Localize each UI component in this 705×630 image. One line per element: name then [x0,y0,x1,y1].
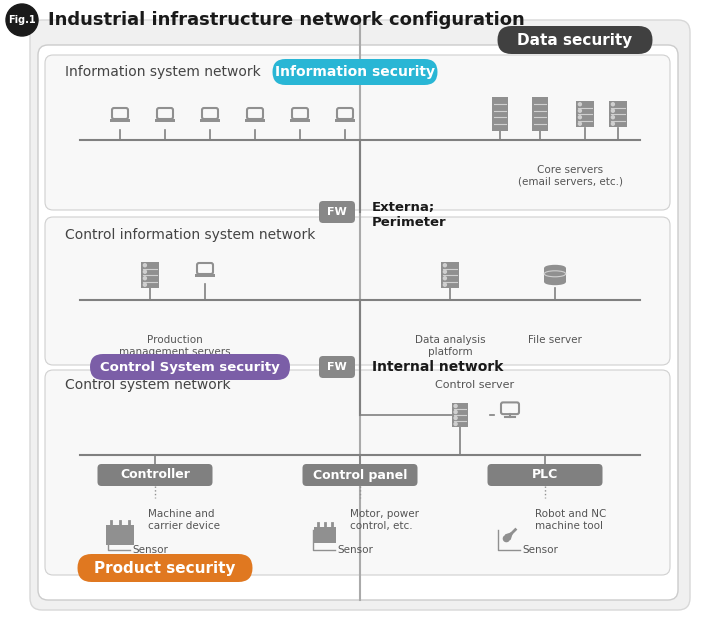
Text: Data security: Data security [517,33,632,47]
Circle shape [143,270,147,273]
Ellipse shape [544,279,566,285]
Text: Control panel: Control panel [313,469,407,481]
Text: Controller: Controller [120,469,190,481]
Text: Sensor: Sensor [337,545,373,555]
Text: Internal network: Internal network [372,360,503,374]
Bar [491,97,508,131]
Text: Fig.1: Fig.1 [8,15,36,25]
Bar [335,120,355,122]
FancyBboxPatch shape [38,45,678,600]
Bar [290,120,310,122]
Bar [314,527,336,542]
Bar [576,101,594,127]
Circle shape [611,122,614,125]
Bar [141,262,159,288]
Text: Core servers
(email servers, etc.): Core servers (email servers, etc.) [517,165,623,186]
Bar [200,120,220,122]
Circle shape [454,423,457,425]
Text: Information security: Information security [275,65,435,79]
Text: Control System security: Control System security [100,360,280,374]
Circle shape [578,116,582,118]
Text: File server: File server [528,335,582,345]
Circle shape [443,264,446,266]
Circle shape [578,103,582,106]
Text: FW: FW [327,207,347,217]
Text: Motor, power
control, etc.: Motor, power control, etc. [350,509,419,531]
Circle shape [611,103,614,106]
Text: PLC: PLC [532,469,558,481]
Text: Control system network: Control system network [65,378,231,392]
Bar [532,97,548,131]
Bar [106,525,134,545]
Circle shape [143,264,147,266]
FancyBboxPatch shape [78,554,252,582]
Circle shape [143,284,147,286]
Bar [452,403,468,427]
Text: Data analysis
platform: Data analysis platform [415,335,485,357]
Text: Externa;
Perimeter: Externa; Perimeter [372,201,447,229]
Text: Product security: Product security [94,561,235,575]
Circle shape [611,116,614,118]
Circle shape [454,416,457,420]
Circle shape [454,411,457,413]
Text: Robot and NC
machine tool: Robot and NC machine tool [535,509,606,531]
FancyBboxPatch shape [273,59,438,85]
Circle shape [6,4,38,36]
FancyBboxPatch shape [30,20,690,610]
Text: Control information system network: Control information system network [65,228,315,242]
FancyBboxPatch shape [319,201,355,223]
FancyBboxPatch shape [487,464,603,486]
Text: Sensor: Sensor [132,545,168,555]
Text: Information system network: Information system network [65,65,261,79]
Text: Industrial infrastructure network configuration: Industrial infrastructure network config… [48,11,525,29]
FancyBboxPatch shape [302,464,417,486]
Text: Machine and
carrier device: Machine and carrier device [148,509,220,531]
Circle shape [443,284,446,286]
Circle shape [443,277,446,280]
FancyBboxPatch shape [90,354,290,380]
Text: FW: FW [327,362,347,372]
Circle shape [143,277,147,280]
FancyBboxPatch shape [319,356,355,378]
Text: Sensor: Sensor [522,545,558,555]
Bar [609,101,627,127]
FancyBboxPatch shape [45,370,670,575]
FancyBboxPatch shape [498,26,653,54]
Bar [441,262,459,288]
FancyBboxPatch shape [97,464,212,486]
Circle shape [578,109,582,112]
Bar [155,120,175,122]
Circle shape [611,109,614,112]
Bar [110,120,130,122]
Bar [195,275,215,277]
FancyBboxPatch shape [45,55,670,210]
Text: Production
management servers: Production management servers [119,335,231,357]
Circle shape [443,270,446,273]
Bar [245,120,265,122]
Circle shape [454,404,457,408]
Circle shape [578,122,582,125]
Text: Control server: Control server [436,380,515,390]
Bar [544,268,566,282]
Circle shape [503,536,510,542]
Ellipse shape [544,265,566,271]
FancyBboxPatch shape [45,217,670,365]
